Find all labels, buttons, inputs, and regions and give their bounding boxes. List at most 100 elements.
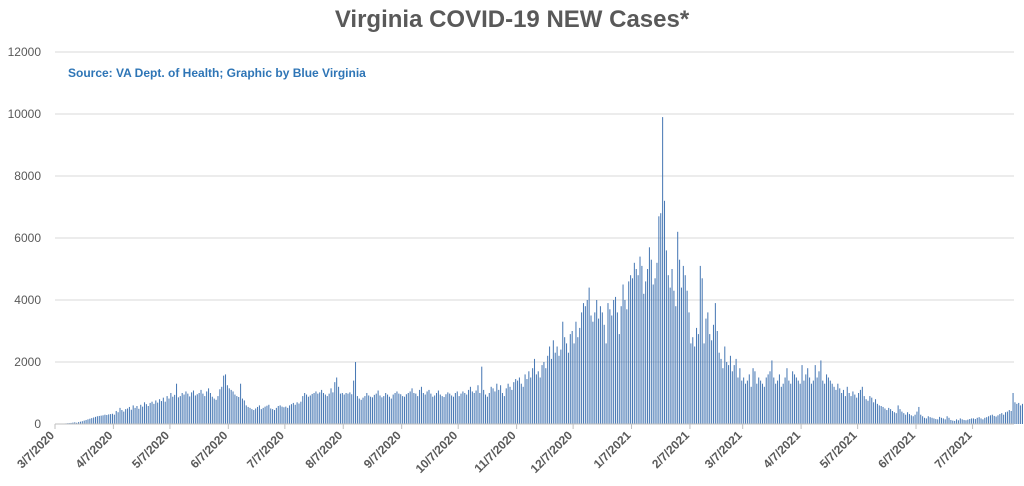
bar [1014, 402, 1016, 424]
bar [509, 386, 511, 424]
bar [485, 394, 487, 424]
bar [490, 386, 492, 424]
bar [795, 377, 797, 424]
bar [402, 396, 404, 424]
bar [935, 419, 937, 424]
bar [300, 401, 302, 424]
bar [74, 422, 76, 424]
x-tick-label: 2/7/2021 [649, 428, 692, 471]
bar [123, 411, 125, 424]
bar [432, 396, 434, 424]
bar [550, 358, 552, 424]
x-tick-label: 3/7/2020 [14, 428, 57, 471]
bar [923, 417, 926, 424]
bar [198, 393, 200, 424]
bar [398, 393, 400, 424]
bar [630, 275, 632, 424]
bar [867, 400, 869, 424]
bar [294, 404, 296, 424]
bar [562, 321, 564, 424]
bar [972, 418, 975, 424]
bar [810, 383, 812, 424]
bar [224, 374, 227, 424]
bar [468, 389, 470, 424]
chart-title: Virginia COVID-19 NEW Cases* [334, 6, 690, 33]
bar [903, 413, 905, 424]
bar [826, 374, 828, 424]
bar [641, 265, 643, 424]
bar [596, 300, 598, 424]
bar [409, 391, 411, 424]
bar [202, 393, 204, 424]
bar [469, 386, 471, 424]
bar [842, 389, 845, 424]
bar [72, 422, 74, 424]
bar [375, 393, 377, 424]
bar [98, 415, 100, 424]
bar [441, 396, 443, 424]
bar [76, 422, 78, 424]
bar [388, 396, 390, 424]
bar [343, 394, 345, 424]
bar [471, 391, 473, 424]
bar [626, 309, 628, 424]
source-annotation: Source: VA Dept. of Health; Graphic by B… [68, 66, 366, 80]
bar [192, 390, 194, 424]
bar [601, 312, 603, 424]
bar [899, 409, 901, 424]
bar [696, 327, 698, 424]
bar [349, 392, 351, 424]
bar [138, 408, 140, 424]
bar [151, 401, 153, 424]
bar [1010, 410, 1012, 424]
y-tick-label: 2000 [14, 355, 41, 369]
bar [859, 389, 861, 424]
bar [709, 334, 711, 424]
bar [724, 346, 726, 424]
bar [1006, 411, 1008, 424]
bar [533, 358, 536, 424]
bar [426, 391, 428, 424]
bar [648, 247, 650, 424]
bar [827, 377, 829, 424]
bar [183, 394, 185, 424]
bar [954, 420, 956, 424]
bar [697, 334, 699, 424]
bar [1003, 414, 1005, 424]
bar [739, 368, 741, 424]
bar [599, 306, 601, 424]
bar [584, 306, 586, 424]
bar [1005, 412, 1007, 424]
bar [622, 284, 624, 424]
bar [518, 377, 520, 424]
bar [573, 343, 575, 424]
bar [1018, 402, 1020, 424]
bar [371, 397, 373, 424]
bar [556, 346, 558, 424]
bar [933, 418, 935, 424]
bar [179, 396, 181, 424]
bar [754, 371, 756, 424]
bar [530, 377, 532, 424]
bar [701, 278, 703, 424]
bar [743, 377, 745, 424]
bar [351, 394, 353, 424]
bar [793, 374, 796, 424]
bar [338, 386, 340, 424]
bar [407, 393, 409, 424]
x-tick-label: 5/7/2020 [129, 428, 172, 471]
bar [511, 389, 513, 424]
bar [96, 416, 98, 424]
bar [967, 419, 969, 424]
bar [728, 365, 730, 424]
bar [430, 393, 432, 424]
bar [226, 385, 228, 424]
bar [893, 412, 895, 424]
bar [309, 395, 311, 424]
bar [121, 410, 123, 424]
bar [965, 420, 967, 424]
bar [667, 275, 669, 424]
bar [479, 393, 481, 424]
bar [111, 413, 113, 424]
bar [234, 394, 236, 424]
